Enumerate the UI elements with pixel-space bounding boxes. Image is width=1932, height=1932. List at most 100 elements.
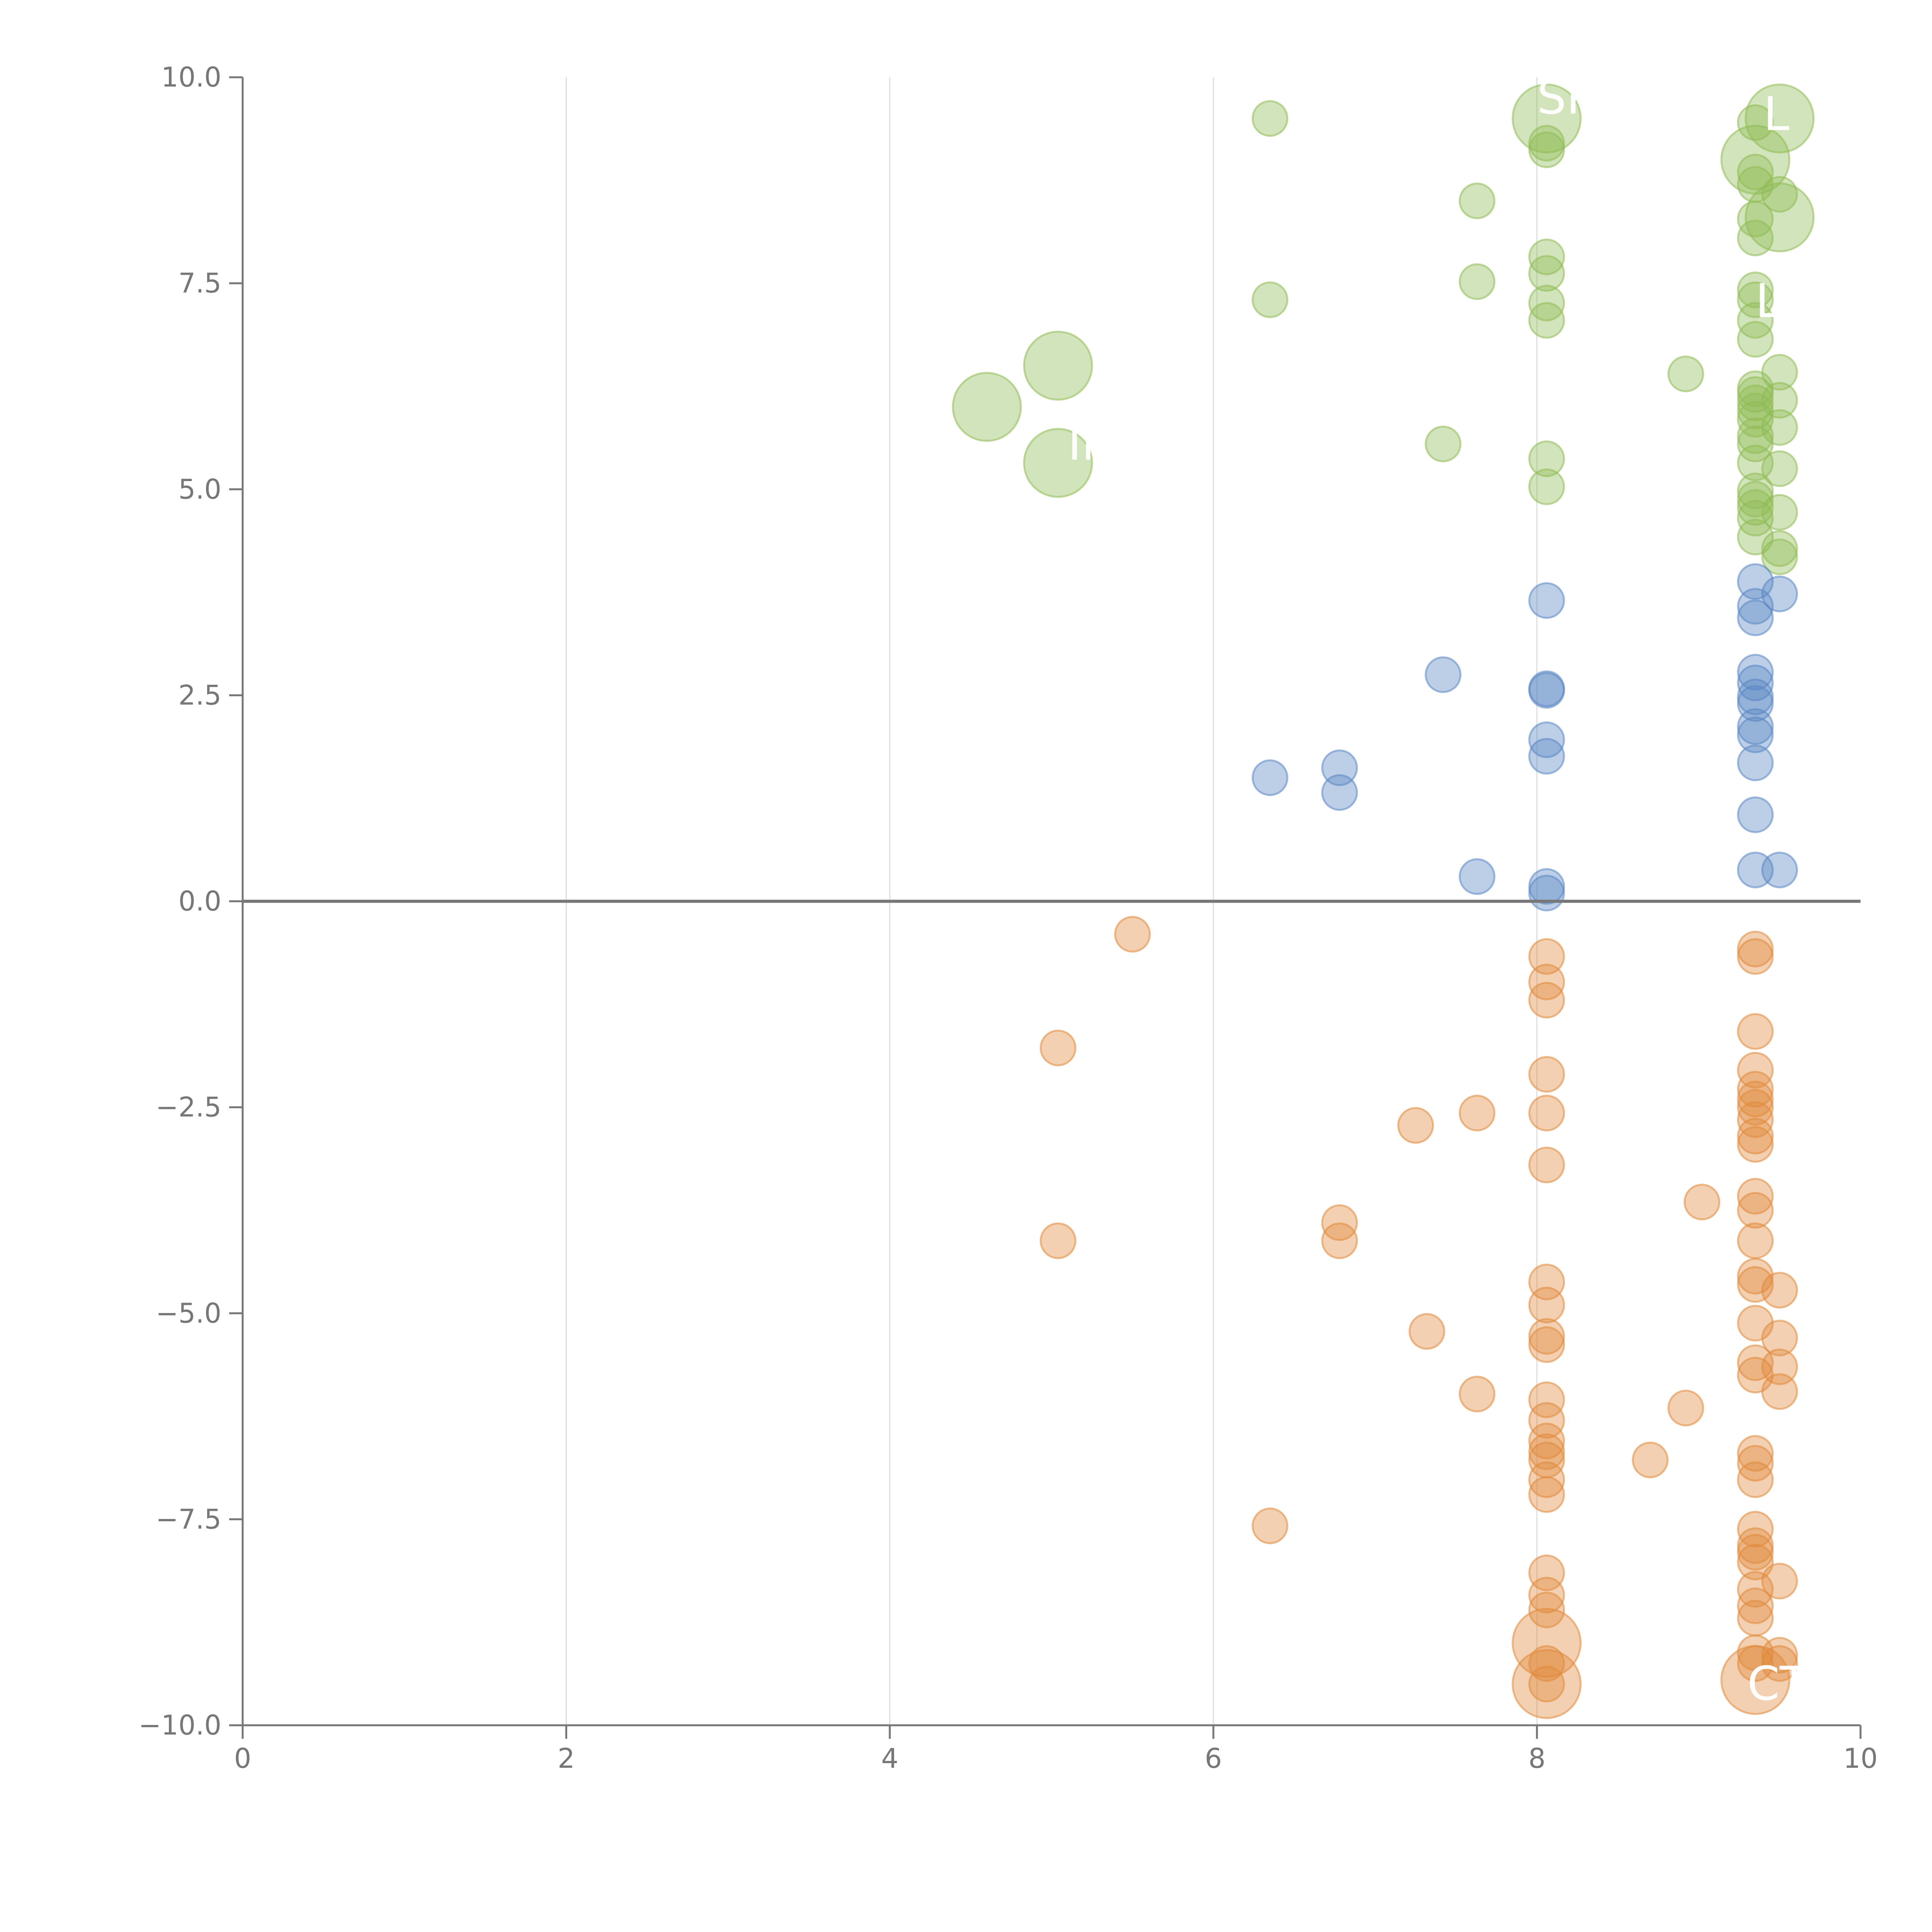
- data-point-orange: [1528, 1665, 1565, 1702]
- data-point-orange: [1737, 1544, 1774, 1581]
- data-point-orange: [1737, 1534, 1774, 1571]
- data-point-green: [1737, 271, 1774, 308]
- x-tick-label: 4: [881, 1743, 899, 1774]
- data-point-orange: [1528, 1381, 1565, 1418]
- data-point-green: [1528, 440, 1565, 477]
- data-point-blue: [1737, 708, 1774, 745]
- tick-labels: 10.0 7.5 5.0 2.5 0.0 −2.5 −5.0 −7.5 −10.0 0 2 4 6 8 10: [138, 61, 1878, 1774]
- data-point-orange: [1459, 1376, 1496, 1413]
- data-point-orange: [1528, 1146, 1565, 1184]
- data-point-blue: [1737, 744, 1774, 781]
- data-point-green: [1761, 538, 1798, 575]
- annotation-label: SPL: [1537, 71, 1621, 125]
- data-point-green: [1252, 281, 1289, 318]
- data-point-green: [1459, 263, 1496, 300]
- data-point-green: [1737, 417, 1774, 454]
- data-point-blue: [1321, 774, 1358, 811]
- data-point-orange: [1737, 938, 1774, 975]
- data-point-blue: [1761, 851, 1798, 888]
- data-point-blue: [1737, 716, 1774, 753]
- data-point-blue: [1737, 588, 1774, 625]
- data-point-green: [1737, 219, 1774, 257]
- data-point-orange: [1667, 1389, 1704, 1427]
- data-point-green: [1667, 355, 1704, 393]
- data-point-green: [1459, 182, 1496, 219]
- y-tick-label: 7.5: [179, 267, 221, 299]
- data-point-green: [1528, 131, 1565, 168]
- data-point-orange: [1528, 1577, 1565, 1614]
- y-tick-label: −2.5: [156, 1092, 221, 1123]
- x-tick-label: 0: [234, 1743, 252, 1774]
- annotation-label: F: [1582, 1657, 1609, 1711]
- annotations: SPL L LR IM F CTS: [1068, 71, 1837, 1711]
- data-point-green: [1737, 444, 1774, 481]
- data-point-orange: [1632, 1441, 1669, 1478]
- data-point-green: [1737, 500, 1774, 537]
- y-tick-label: −7.5: [156, 1503, 221, 1535]
- data-point-orange: [1737, 1587, 1774, 1624]
- annotation-label: CTS: [1747, 1657, 1837, 1711]
- data-point-green: [1761, 382, 1798, 419]
- data-point-orange: [1459, 1095, 1496, 1132]
- data-point-orange: [1528, 1554, 1565, 1591]
- data-point-orange: [1737, 1222, 1774, 1259]
- data-point-blue: [1737, 796, 1774, 833]
- data-point-green: [1737, 321, 1774, 358]
- data-point-blue: [1761, 575, 1798, 612]
- data-point-orange: [1114, 916, 1151, 953]
- data-point-green: [1761, 450, 1798, 487]
- y-tick-label: 10.0: [161, 61, 221, 93]
- data-point-orange: [1528, 1461, 1565, 1498]
- data-point-orange: [1737, 1178, 1774, 1215]
- data-points: [952, 83, 1815, 1719]
- data-point-orange: [1039, 1222, 1077, 1259]
- data-point-green: [1745, 83, 1815, 154]
- data-point-blue: [1252, 759, 1289, 796]
- data-point-orange: [1528, 1433, 1565, 1470]
- data-point-orange: [1528, 1056, 1565, 1093]
- data-point-green: [1737, 489, 1774, 526]
- y-tick-label: 2.5: [179, 679, 221, 711]
- data-point-green: [1737, 281, 1774, 318]
- data-point-orange: [1528, 1402, 1565, 1439]
- data-point-green: [1252, 100, 1289, 137]
- data-point-blue: [1459, 858, 1496, 895]
- data-point-blue: [1528, 672, 1565, 709]
- data-point-orange: [1761, 1320, 1798, 1357]
- data-point-orange: [1761, 1272, 1798, 1309]
- data-point-orange: [1737, 1258, 1774, 1295]
- data-point-green: [1737, 481, 1774, 518]
- data-point-green: [1737, 153, 1774, 190]
- data-point-orange: [1737, 1344, 1774, 1381]
- data-point-orange: [1252, 1507, 1289, 1544]
- data-point-orange: [1528, 1591, 1565, 1628]
- data-point-orange: [1737, 1080, 1774, 1117]
- data-point-orange: [1761, 1563, 1798, 1600]
- data-point-blue: [1528, 738, 1565, 775]
- data-point-orange: [1737, 1435, 1774, 1472]
- y-tick-label: −10.0: [138, 1709, 221, 1741]
- data-point-blue: [1737, 664, 1774, 701]
- data-point-green: [1761, 409, 1798, 446]
- data-point-green: [1737, 302, 1774, 339]
- data-point-orange: [1737, 1117, 1774, 1155]
- data-point-green: [1512, 83, 1582, 154]
- y-tick-label: −5.0: [156, 1298, 221, 1329]
- data-point-orange: [1684, 1184, 1721, 1221]
- data-point-blue: [1737, 599, 1774, 636]
- data-point-orange: [1039, 1029, 1077, 1066]
- data-point-orange: [1528, 938, 1565, 975]
- data-point-orange: [1761, 1637, 1798, 1674]
- annotation-label: LR: [1755, 275, 1813, 328]
- data-point-green: [1737, 519, 1774, 556]
- data-point-orange: [1737, 1089, 1774, 1126]
- annotation-label: L: [1764, 87, 1789, 141]
- data-point-orange: [1408, 1313, 1446, 1350]
- axes: [229, 76, 1862, 1739]
- data-point-orange: [1737, 1126, 1774, 1163]
- data-point-orange: [1528, 981, 1565, 1019]
- data-point-orange: [1528, 1095, 1565, 1132]
- data-point-green: [1761, 354, 1798, 391]
- data-point-orange: [1737, 1013, 1774, 1050]
